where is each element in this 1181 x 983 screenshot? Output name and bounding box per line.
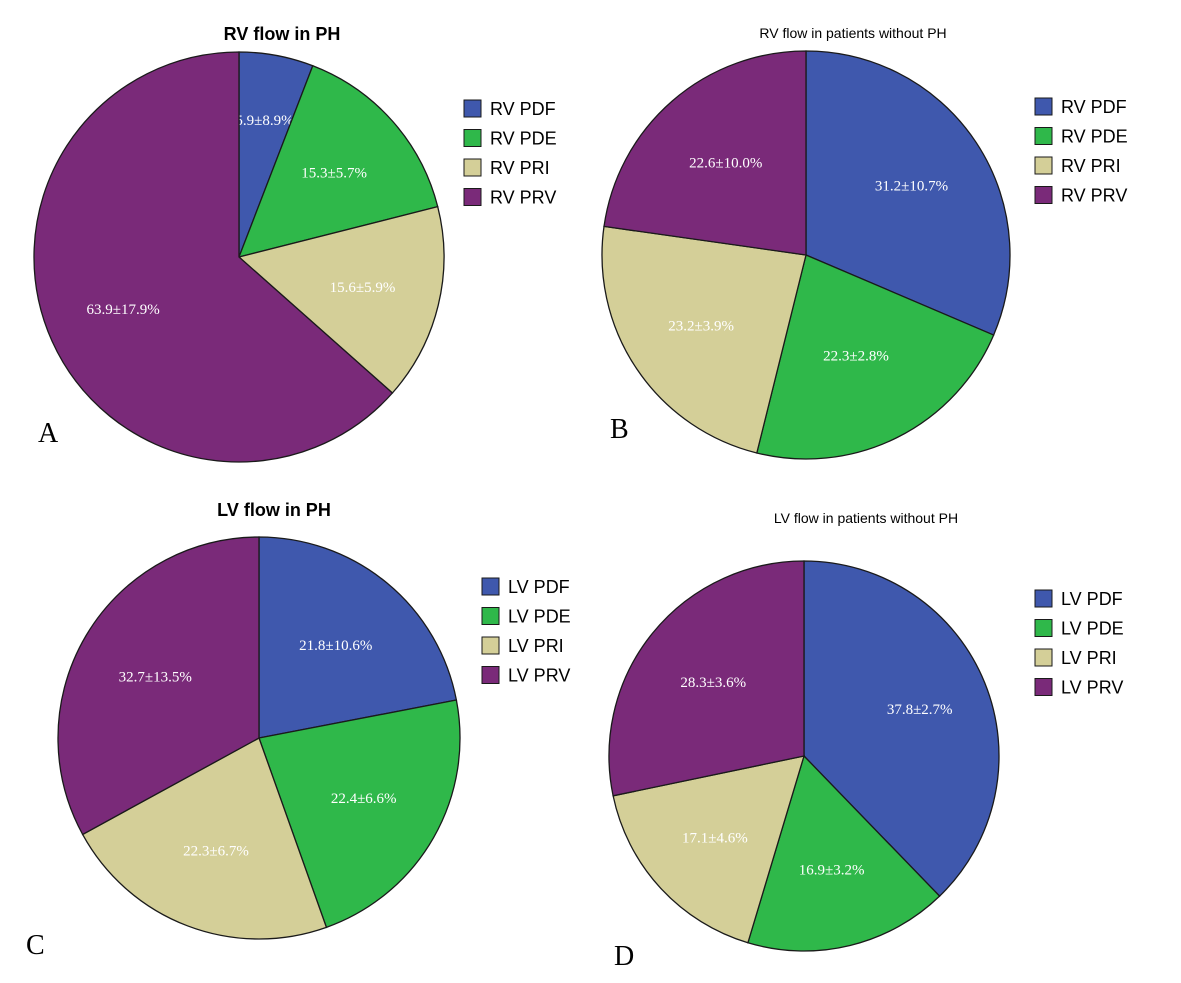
slice-label: 16.9±3.2% bbox=[799, 863, 865, 879]
pie-slice-rv-pdf bbox=[805, 50, 1011, 336]
pie-slice-lv-pde bbox=[747, 754, 941, 952]
panel-letter: C bbox=[26, 930, 45, 961]
legend-swatch bbox=[481, 666, 500, 684]
legend-label: RV PRV bbox=[490, 188, 556, 208]
pie-slice-lv-pde bbox=[258, 699, 461, 929]
slice-label: 32.7±13.5% bbox=[119, 669, 192, 685]
legend-swatch bbox=[1034, 97, 1053, 116]
slice-label: 22.3±6.7% bbox=[183, 844, 249, 860]
legend-label: RV PRV bbox=[1061, 186, 1127, 206]
slice-label: 37.8±2.7% bbox=[887, 702, 953, 718]
legend-swatch bbox=[463, 158, 482, 177]
legend-swatch bbox=[481, 577, 500, 596]
legend-label: RV PDE bbox=[490, 129, 557, 149]
legend-swatch bbox=[1034, 127, 1053, 145]
pie-slice-lv-pri bbox=[81, 737, 328, 940]
slice-label: 17.1±4.6% bbox=[682, 831, 748, 847]
chart-title: LV flow in patients without PH bbox=[774, 510, 958, 526]
pie-slice-rv-pri bbox=[237, 205, 445, 394]
pie-chart-c: LV flow in PH 21.8±10.6% 22.4±6.6% 22.3±6.7… bbox=[26, 500, 571, 961]
pie-chart-d: LV flow in patients without PH 37.8±2.7% 1… bbox=[608, 510, 1124, 972]
slice-label: 15.6±5.9% bbox=[330, 280, 396, 296]
legend-swatch bbox=[1034, 589, 1053, 608]
pie-slice-rv-prv bbox=[603, 50, 807, 256]
legend-swatch bbox=[1034, 619, 1053, 637]
legend-label: LV PDE bbox=[1061, 619, 1124, 639]
legend-swatch bbox=[463, 188, 482, 206]
slice-label: 28.3±3.6% bbox=[680, 675, 746, 691]
slice-label: 15.3±5.7% bbox=[301, 166, 367, 182]
legend-label: RV PDE bbox=[1061, 127, 1128, 147]
legend-label: LV PRV bbox=[1061, 678, 1123, 698]
legend-swatch bbox=[481, 607, 500, 625]
legend-label: LV PRI bbox=[1061, 648, 1117, 668]
legend-label: LV PDF bbox=[1061, 589, 1123, 609]
legend-label: LV PRV bbox=[508, 666, 570, 686]
legend-swatch bbox=[1034, 678, 1053, 696]
legend-label: RV PRI bbox=[1061, 156, 1121, 176]
pie-slice-lv-pdf bbox=[803, 560, 1000, 898]
pie-slice-rv-pri bbox=[601, 225, 807, 454]
slice-label: 63.9±17.9% bbox=[86, 302, 159, 318]
legend-swatch bbox=[1034, 648, 1053, 667]
legend-swatch bbox=[463, 99, 482, 118]
chart-title: RV flow in PH bbox=[224, 24, 341, 44]
pie-chart-b: RV flow in patients without PH 31.2±10.7%… bbox=[601, 25, 1128, 460]
chart-title: RV flow in patients without PH bbox=[759, 25, 946, 41]
pie-slice-rv-pde bbox=[237, 64, 439, 258]
legend-swatch bbox=[1034, 186, 1053, 204]
pie-chart-a: RV flow in PH 5.9±8.9% 15.3±5.7% 15.6±5.9% 6… bbox=[33, 24, 557, 463]
legend-label: LV PDF bbox=[508, 577, 570, 597]
chart-title: LV flow in PH bbox=[217, 500, 331, 520]
panel-letter: B bbox=[610, 414, 629, 445]
legend-swatch bbox=[481, 636, 500, 655]
pie-slice-rv-pde bbox=[756, 254, 995, 460]
pie-slice-lv-pri bbox=[612, 755, 805, 944]
slice-label: 5.9±8.9% bbox=[235, 113, 293, 129]
slice-label: 31.2±10.7% bbox=[875, 178, 948, 194]
legend-label: RV PDF bbox=[1061, 97, 1127, 117]
legend-swatch bbox=[463, 129, 482, 147]
slice-label: 22.3±2.8% bbox=[823, 348, 889, 364]
slice-label: 22.4±6.6% bbox=[331, 791, 397, 807]
legend-label: LV PDE bbox=[508, 607, 571, 627]
pie-slice-lv-pdf bbox=[258, 536, 458, 739]
panel-letter: A bbox=[38, 418, 59, 449]
pie-slice-lv-prv bbox=[57, 536, 260, 836]
legend-label: LV PRI bbox=[508, 636, 564, 656]
slice-label: 21.8±10.6% bbox=[299, 638, 372, 654]
legend-swatch bbox=[1034, 156, 1053, 175]
legend-label: RV PRI bbox=[490, 158, 550, 178]
panel-letter: D bbox=[614, 941, 634, 972]
pie-slice-lv-prv bbox=[608, 560, 805, 797]
legend-label: RV PDF bbox=[490, 99, 556, 119]
slice-label: 22.6±10.0% bbox=[689, 156, 762, 172]
slice-label: 23.2±3.9% bbox=[668, 319, 734, 335]
pie-slice-rv-prv bbox=[33, 51, 394, 463]
